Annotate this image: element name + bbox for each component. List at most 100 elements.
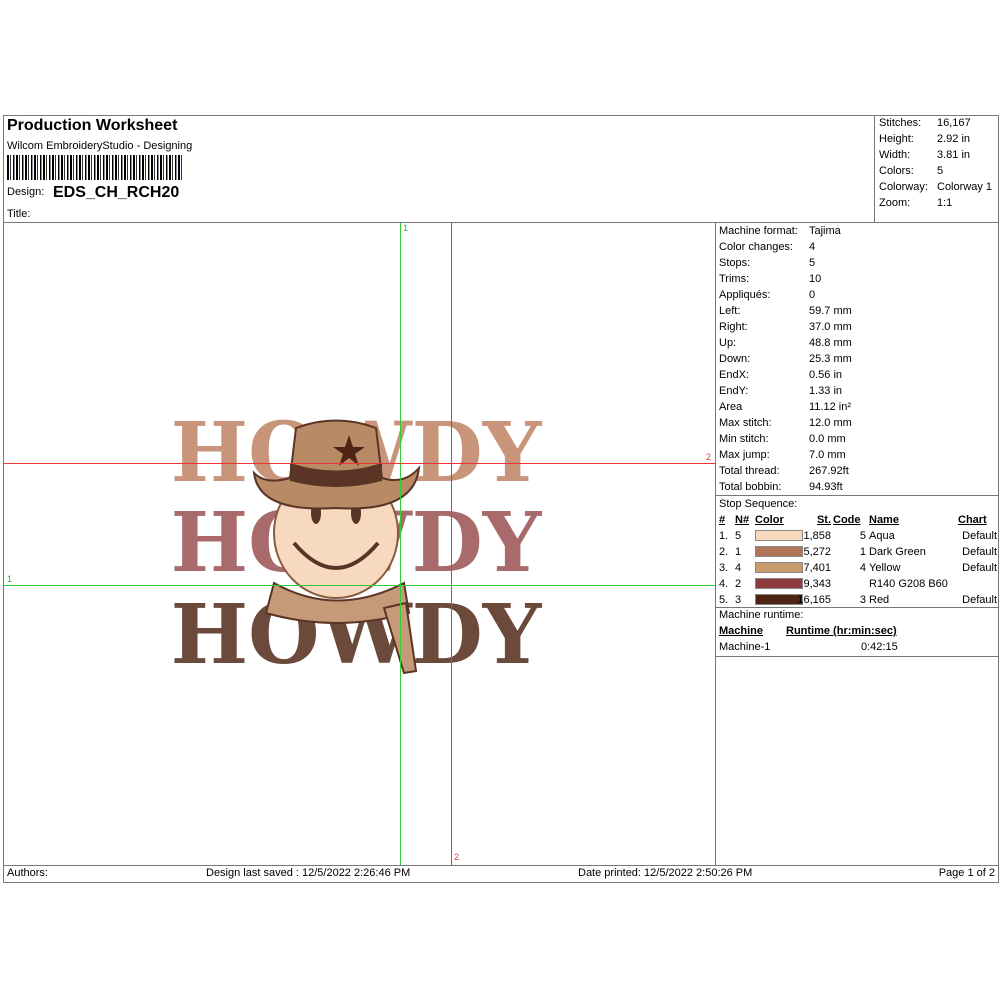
color-swatch [755,594,803,605]
machine-name: Machine-1 [719,641,771,653]
footer-printed: Date printed: 12/5/2022 2:50:26 PM [578,867,753,879]
thread-code: 4 [859,562,866,574]
thread-name: Aqua [869,530,895,542]
info-value: 5 [937,165,944,177]
info-value: 3.81 in [937,149,971,161]
scarf [264,581,411,624]
stop-row: 4. 2 9,343 R140 G208 B60 [719,576,1000,592]
stitch-count: 16,165 [797,594,831,606]
info-key: Down: [719,353,751,365]
stop-row: 5. 3 16,165 3 Red Default [719,592,1000,608]
chart-name: Default [962,546,997,558]
runtime-label: Machine runtime: [719,609,804,621]
design-label: Design: [7,186,45,198]
divider [716,656,999,657]
guide-horizontal-1 [4,585,715,586]
info-key: Colors: [879,165,914,177]
chart-name: Default [962,562,997,574]
col-header: # [719,514,726,526]
info-value: 5 [809,257,816,269]
info-key: Colorway: [879,181,928,193]
info-value: Colorway 1 [937,181,993,193]
info-key: Zoom: [879,197,911,209]
stitch-count: 5,272 [803,546,831,558]
info-row: Zoom: 1:1 [879,195,1000,211]
needle-number: 2 [735,578,742,590]
info-key: Trims: [719,273,750,285]
info-value: 1.33 in [809,385,843,397]
stop-sequence-header: # N# Color St. Code Name Chart [719,512,1000,528]
info-value: 0 [809,289,816,301]
info-key: Color changes: [719,241,793,253]
col-header: Name [869,514,899,526]
info-row: Colorway: Colorway 1 [879,179,1000,195]
machine-info-panel: Machine format: Tajima Color changes: 4 Stop… [716,223,998,495]
stitch-count: 7,401 [803,562,831,574]
info-row: Stops: 5 [719,255,1000,271]
divider [874,115,875,223]
embroidery-design: HOWDY HOWDY HOWDY [171,405,543,683]
stop-index: 3. [719,562,729,574]
needle-number: 4 [735,562,742,574]
info-row: Machine format: Tajima [719,223,1000,239]
info-key: Total bobbin: [719,481,782,493]
guide-label: 2 [706,452,712,462]
guide-vertical-2 [451,223,452,865]
color-swatch [755,578,803,589]
guide-label: 1 [403,223,409,233]
stop-index: 2. [719,546,729,558]
info-value: 94.93ft [809,481,843,493]
summary-panel: Stitches: 16,167 Height: 2.92 in Width: 3.81 … [876,115,998,223]
stop-row: 2. 1 5,272 1 Dark Green Default [719,544,1000,560]
info-row: Right: 37.0 mm [719,319,1000,335]
info-key: EndX: [719,369,749,381]
info-row: Total bobbin: 94.93ft [719,479,1000,495]
info-row: Up: 48.8 mm [719,335,1000,351]
thread-code: 3 [859,594,866,606]
info-row: Left: 59.7 mm [719,303,1000,319]
runtime-panel: Machine runtime: Machine Runtime (hr:min:… [716,607,998,657]
info-value: 4 [809,241,816,253]
col-header: N# [735,514,750,526]
info-key: Width: [879,149,911,161]
info-row: Area 11.12 in² [719,399,1000,415]
thread-name: Dark Green [869,546,926,558]
info-value: 12.0 mm [809,417,852,429]
info-value: Tajima [809,225,841,237]
info-key: Appliqués: [719,289,771,301]
col-header: Color [755,514,784,526]
info-key: Stops: [719,257,751,269]
worksheet [3,115,999,883]
info-key: Height: [879,133,914,145]
col-header: Chart [958,514,987,526]
thread-name: Yellow [869,562,901,574]
software-name: Wilcom EmbroideryStudio - Designing [7,140,193,152]
design-canvas: HOWDY HOWDY HOWDY [4,223,715,865]
stop-row: 1. 5 1,858 5 Aqua Default [719,528,1000,544]
info-value: 25.3 mm [809,353,852,365]
guide-label: 2 [454,852,460,862]
guide-horizontal-2 [4,463,715,464]
info-key: Max jump: [719,449,770,461]
info-row: Total thread: 267.92ft [719,463,1000,479]
info-value: 267.92ft [809,465,849,477]
info-row: EndX: 0.56 in [719,367,1000,383]
chart-name: Default [962,530,997,542]
needle-number: 1 [735,546,742,558]
guide-label: 1 [7,574,13,584]
info-row: Trims: 10 [719,271,1000,287]
page-title: Production Worksheet [7,117,178,134]
divider [3,222,999,223]
col-header: St. [816,514,831,526]
title-label: Title: [7,208,31,220]
chart-name: Default [962,594,997,606]
info-key: Max stitch: [719,417,772,429]
color-swatch [755,530,803,541]
thread-code: 5 [859,530,866,542]
info-row: Colors: 5 [879,163,1000,179]
col-header: Runtime (hr:min:sec) [786,625,897,637]
info-value: 37.0 mm [809,321,852,333]
divider [715,222,716,865]
info-value: 7.0 mm [809,449,846,461]
info-row: EndY: 1.33 in [719,383,1000,399]
